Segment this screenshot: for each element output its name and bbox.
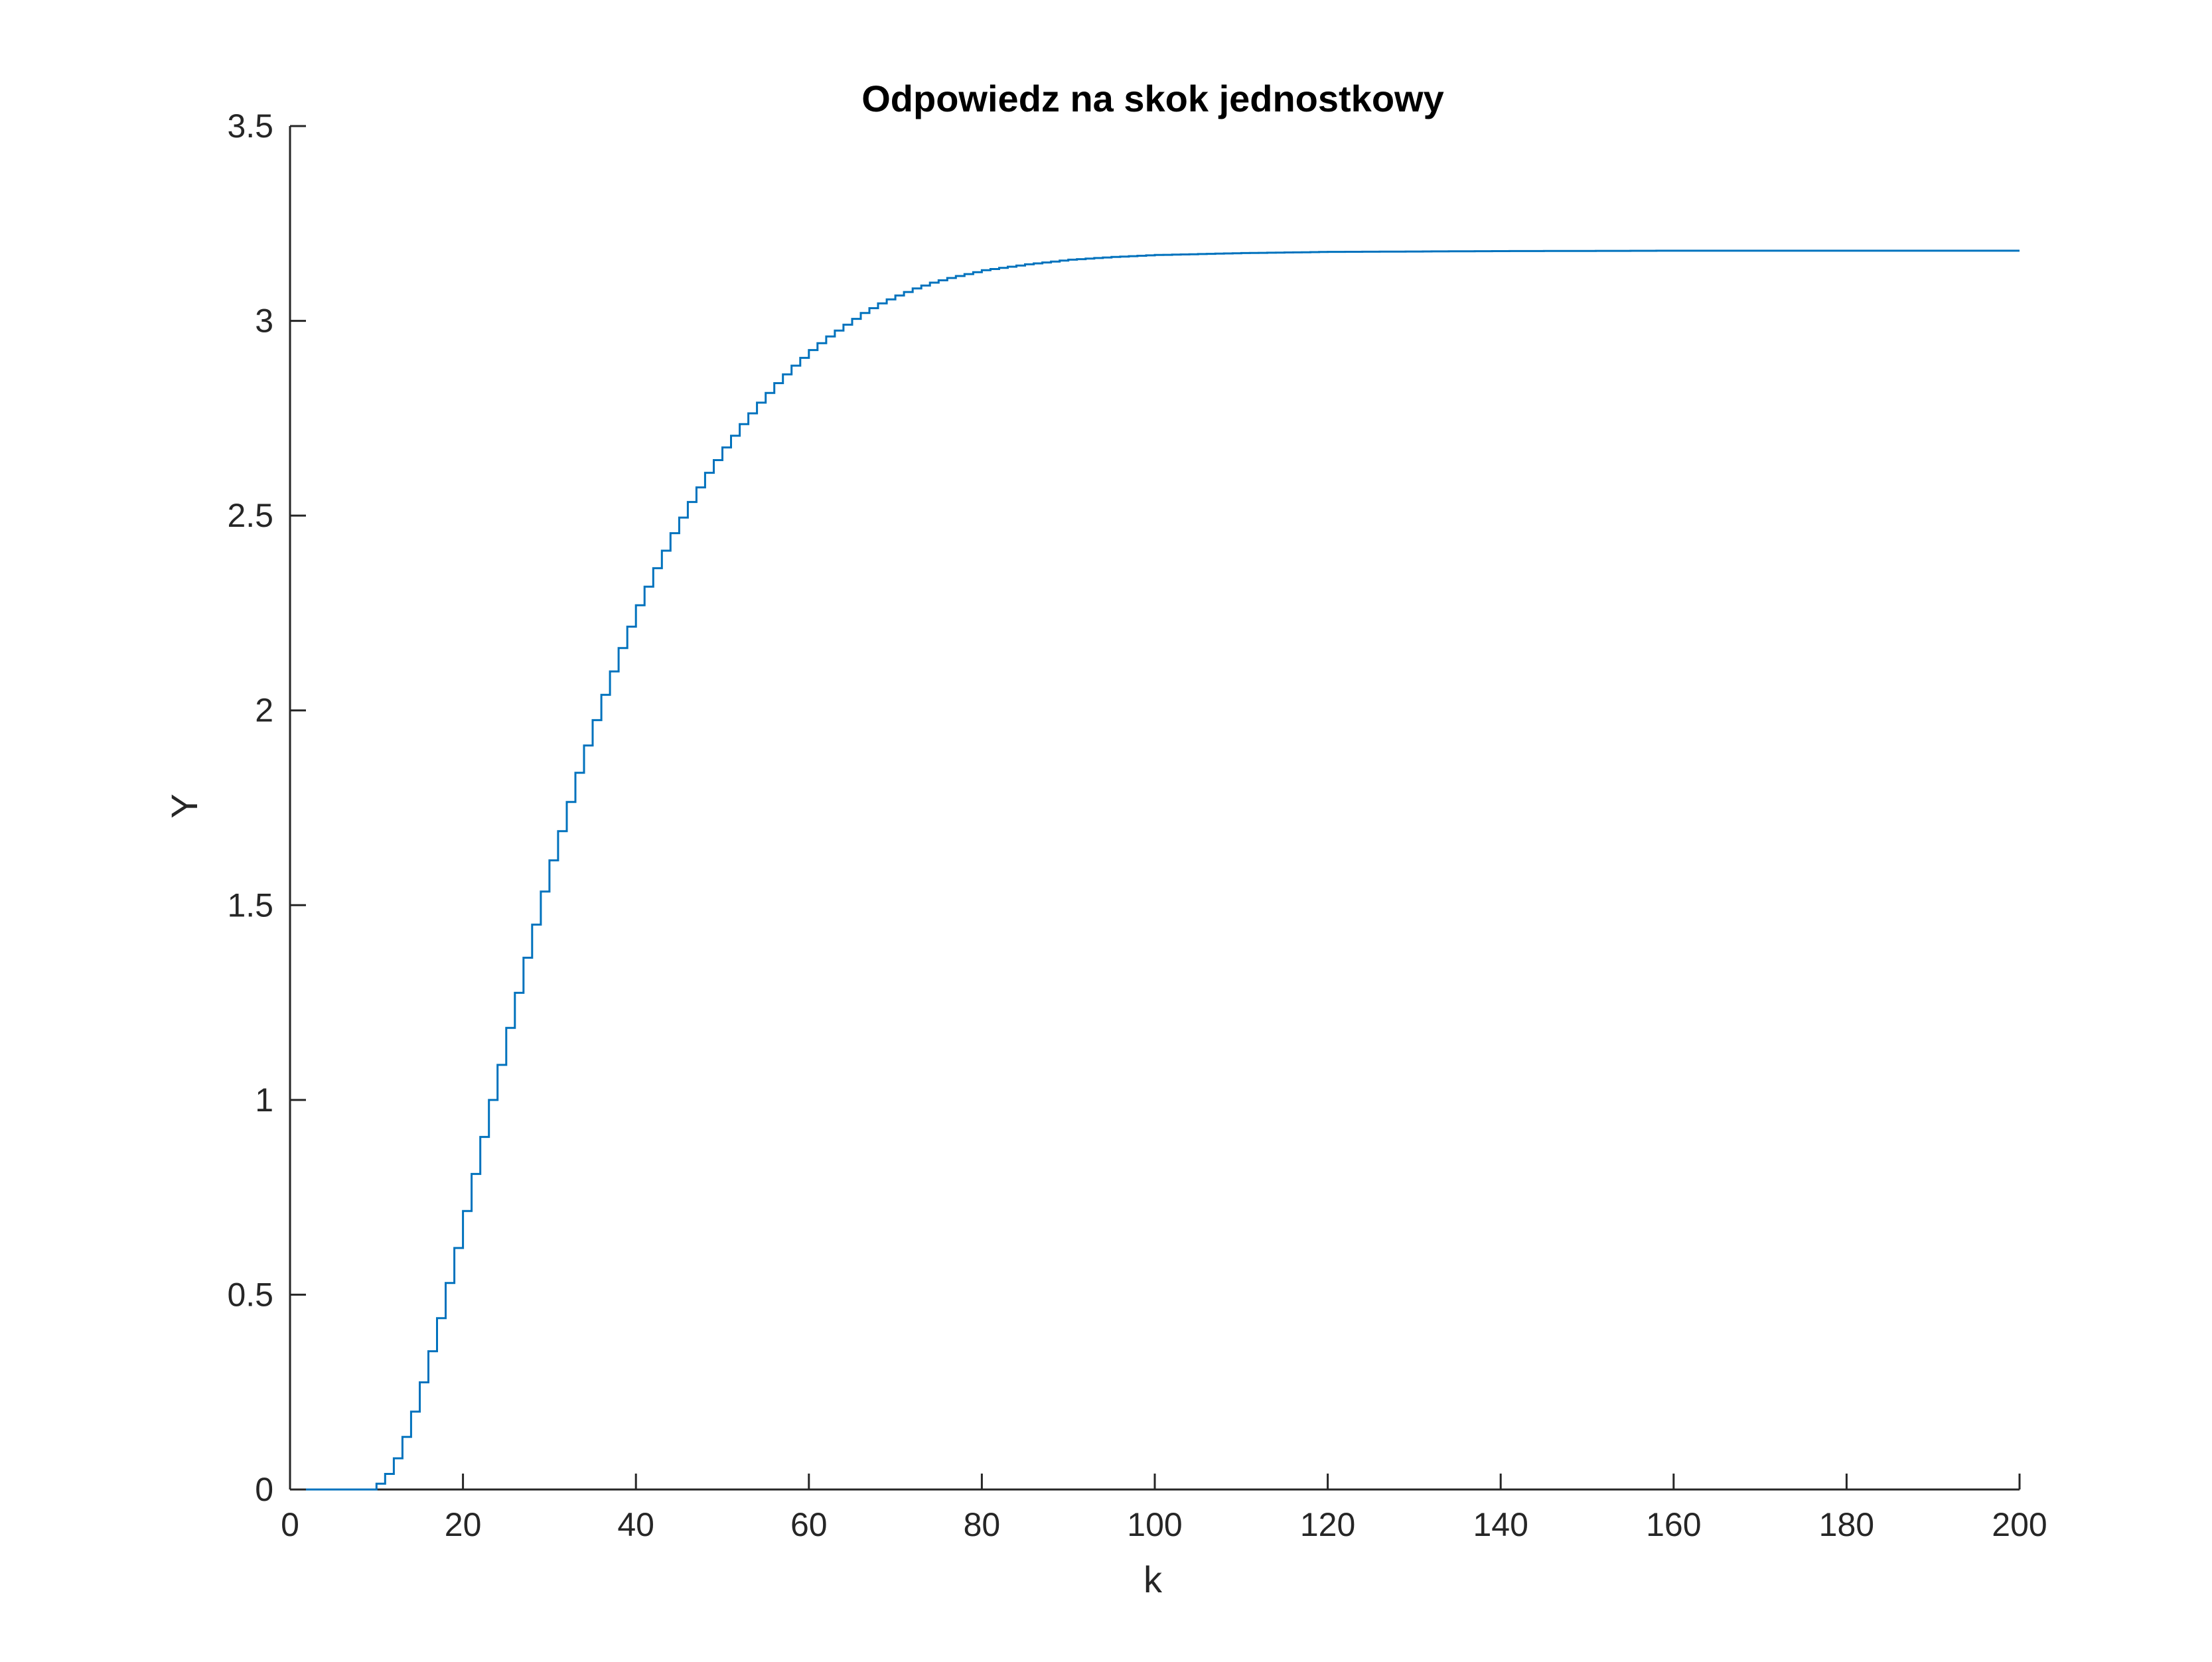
ticks: 0 20 40 60 80 100 120 140 160 180 200 0 0.5 1 1.5 2 2.5 3… xyxy=(227,107,2047,1543)
x-axis-label: k xyxy=(1143,1558,1163,1600)
y-tick-label: 3.5 xyxy=(227,107,273,145)
y-tick-label: 1.5 xyxy=(227,886,273,924)
series-line xyxy=(290,249,2020,1491)
x-tick-label: 80 xyxy=(964,1506,1001,1543)
x-tick-label: 140 xyxy=(1473,1506,1528,1543)
y-tick-label: 3 xyxy=(255,303,273,340)
x-tick-label: 120 xyxy=(1300,1506,1355,1543)
y-tick-label: 0.5 xyxy=(227,1276,273,1313)
x-tick-label: 20 xyxy=(445,1506,482,1543)
x-tick-label: 0 xyxy=(281,1506,299,1543)
y-tick-label: 2.5 xyxy=(227,497,273,534)
x-tick-label: 200 xyxy=(1992,1506,2047,1543)
y-tick-label: 2 xyxy=(255,692,273,729)
y-tick-label: 1 xyxy=(255,1081,273,1119)
x-tick-label: 60 xyxy=(790,1506,828,1543)
y-tick-label: 0 xyxy=(255,1471,273,1508)
x-tick-label: 100 xyxy=(1127,1506,1182,1543)
x-tick-label: 40 xyxy=(617,1506,654,1543)
x-tick-label: 180 xyxy=(1819,1506,1874,1543)
chart-title: Odpowiedz na skok jednostkowy xyxy=(861,78,1444,119)
y-axis-label: Y xyxy=(163,794,205,818)
plot-area xyxy=(290,249,2020,1491)
x-tick-label: 160 xyxy=(1646,1506,1701,1543)
